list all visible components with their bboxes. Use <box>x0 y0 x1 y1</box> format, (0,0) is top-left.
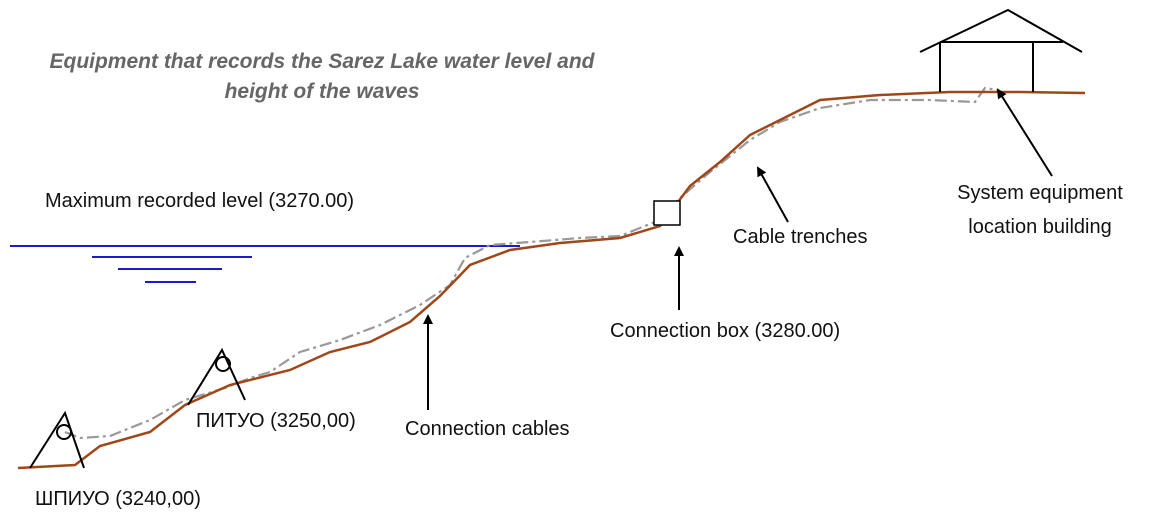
sensor-pituo <box>187 347 246 406</box>
title-line: Equipment that records the Sarez Lake wa… <box>49 50 595 73</box>
terrain <box>17 90 1086 470</box>
label: Connection box (3280.00) <box>610 320 840 342</box>
label: Maximum recorded level (3270.00) <box>45 190 354 212</box>
label: Cable trenches <box>733 226 868 248</box>
label: ШПИУО (3240,00) <box>35 488 201 510</box>
label: location building <box>968 216 1111 238</box>
label: System equipment <box>957 182 1123 204</box>
label: Connection cables <box>405 418 570 440</box>
building <box>919 8 1083 92</box>
title-line: height of the waves <box>225 80 420 103</box>
cable <box>64 86 999 440</box>
water <box>10 245 520 283</box>
label: ПИТУО (3250,00) <box>196 410 356 432</box>
arrows <box>423 88 1053 410</box>
connection-box <box>653 200 681 226</box>
sensor-shpiuo <box>29 410 85 469</box>
